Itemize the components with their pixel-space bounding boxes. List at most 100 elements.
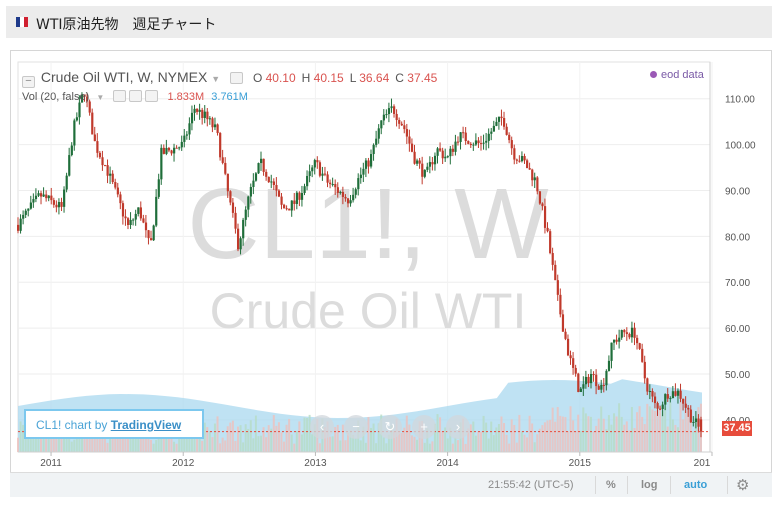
zoom-out-icon[interactable]: − [344, 415, 368, 439]
volume-bar [400, 432, 403, 452]
volume-bar [628, 430, 631, 452]
volume-bar [157, 430, 160, 452]
percent-toggle[interactable]: % [606, 479, 616, 491]
volume-bar [73, 439, 76, 452]
volume-bar [577, 414, 580, 452]
candle-body [357, 178, 360, 190]
volume-bar [285, 424, 288, 452]
x-tick-label: 2013 [304, 458, 327, 469]
ohlc-label: O [252, 71, 266, 85]
candle-body [479, 143, 483, 145]
volume-bar [439, 417, 442, 452]
candle-body [45, 194, 48, 199]
volume-bar [641, 416, 644, 452]
volume-dropdown-icon[interactable]: ▼ [96, 93, 105, 102]
candle-body [188, 123, 191, 135]
volume-bar [449, 427, 452, 452]
volume-bar [213, 423, 216, 452]
volume-bar [155, 439, 158, 452]
y-tick-label: 50.00 [725, 370, 750, 381]
volume-bar [272, 415, 275, 452]
volume-bar [416, 439, 419, 452]
divider [670, 476, 671, 494]
volume-bar [267, 425, 270, 452]
volume-bar [203, 422, 206, 452]
gear-icon[interactable] [129, 90, 143, 102]
volume-bar [290, 434, 293, 452]
volume-bar [134, 433, 137, 452]
candle-body [126, 218, 130, 225]
volume-bar [124, 438, 127, 452]
zoom-in-icon[interactable]: + [412, 415, 436, 439]
volume-bar [561, 416, 564, 452]
volume-bar [472, 421, 475, 452]
volume-bar [444, 427, 447, 452]
gear-icon[interactable]: ⚙ [736, 477, 750, 494]
candle-body [150, 238, 153, 241]
volume-bar [659, 406, 662, 452]
eye-icon[interactable] [113, 90, 127, 102]
ohlc-label: L [349, 71, 360, 85]
candle-body [477, 140, 480, 144]
candle-body [449, 148, 452, 157]
tradingview-badge[interactable]: CL1! chart by TradingView [24, 409, 204, 439]
candle-body [280, 196, 283, 205]
candle-body [52, 200, 56, 205]
candle-body [216, 124, 219, 134]
divider [595, 476, 596, 494]
volume-bar [236, 426, 239, 452]
candle-body [221, 157, 224, 163]
y-tick-label: 100.00 [725, 141, 756, 152]
volume-bar [242, 442, 245, 452]
volume-bar [610, 424, 613, 452]
ohlc-value: 40.10 [265, 71, 296, 85]
volume-bar [592, 431, 595, 452]
candle-body [482, 142, 485, 144]
scroll-left-icon[interactable]: ‹ [310, 415, 334, 439]
volume-bar [45, 438, 48, 452]
candle-body [620, 330, 623, 338]
candle-body [124, 216, 127, 219]
volume-bar [152, 443, 155, 452]
candle-body [699, 419, 703, 432]
volume-bar [579, 430, 582, 452]
candle-body [267, 176, 270, 183]
auto-toggle[interactable]: auto [684, 479, 708, 491]
candle-body [436, 148, 439, 156]
y-tick-label: 80.00 [725, 232, 750, 243]
log-toggle[interactable]: log [641, 479, 658, 491]
candle-body [577, 373, 580, 392]
candle-body [589, 374, 593, 384]
volume-bar [52, 431, 55, 452]
candle-body [65, 175, 68, 190]
volume-bar [329, 436, 332, 452]
candle-body [211, 118, 214, 128]
volume-bar [643, 424, 646, 452]
eod-indicator: eod data [650, 69, 704, 81]
volume-bar [405, 415, 408, 452]
volume-bar [556, 407, 559, 452]
candle-body [541, 203, 544, 207]
ohlc-label: C [395, 71, 408, 85]
candle-body [40, 193, 43, 197]
volume-bar [114, 431, 117, 452]
scroll-right-icon[interactable]: › [446, 415, 470, 439]
candle-body [459, 132, 462, 142]
candle-body [518, 160, 521, 162]
volume-bar [513, 424, 516, 452]
volume-bar [63, 436, 66, 452]
candle-body [80, 94, 84, 103]
close-icon[interactable] [145, 90, 159, 102]
volume-bar [385, 443, 388, 452]
volume-bar [584, 413, 587, 452]
eye-icon[interactable] [230, 72, 244, 84]
volume-bar [477, 431, 480, 452]
reset-icon[interactable]: ↻ [378, 415, 402, 439]
candle-body [313, 160, 316, 168]
symbol-dropdown-icon[interactable]: ▼ [211, 74, 221, 84]
collapse-icon[interactable]: − [22, 76, 35, 88]
volume-bar [226, 426, 229, 452]
candle-body [653, 396, 657, 404]
tradingview-link[interactable]: TradingView [110, 418, 182, 432]
